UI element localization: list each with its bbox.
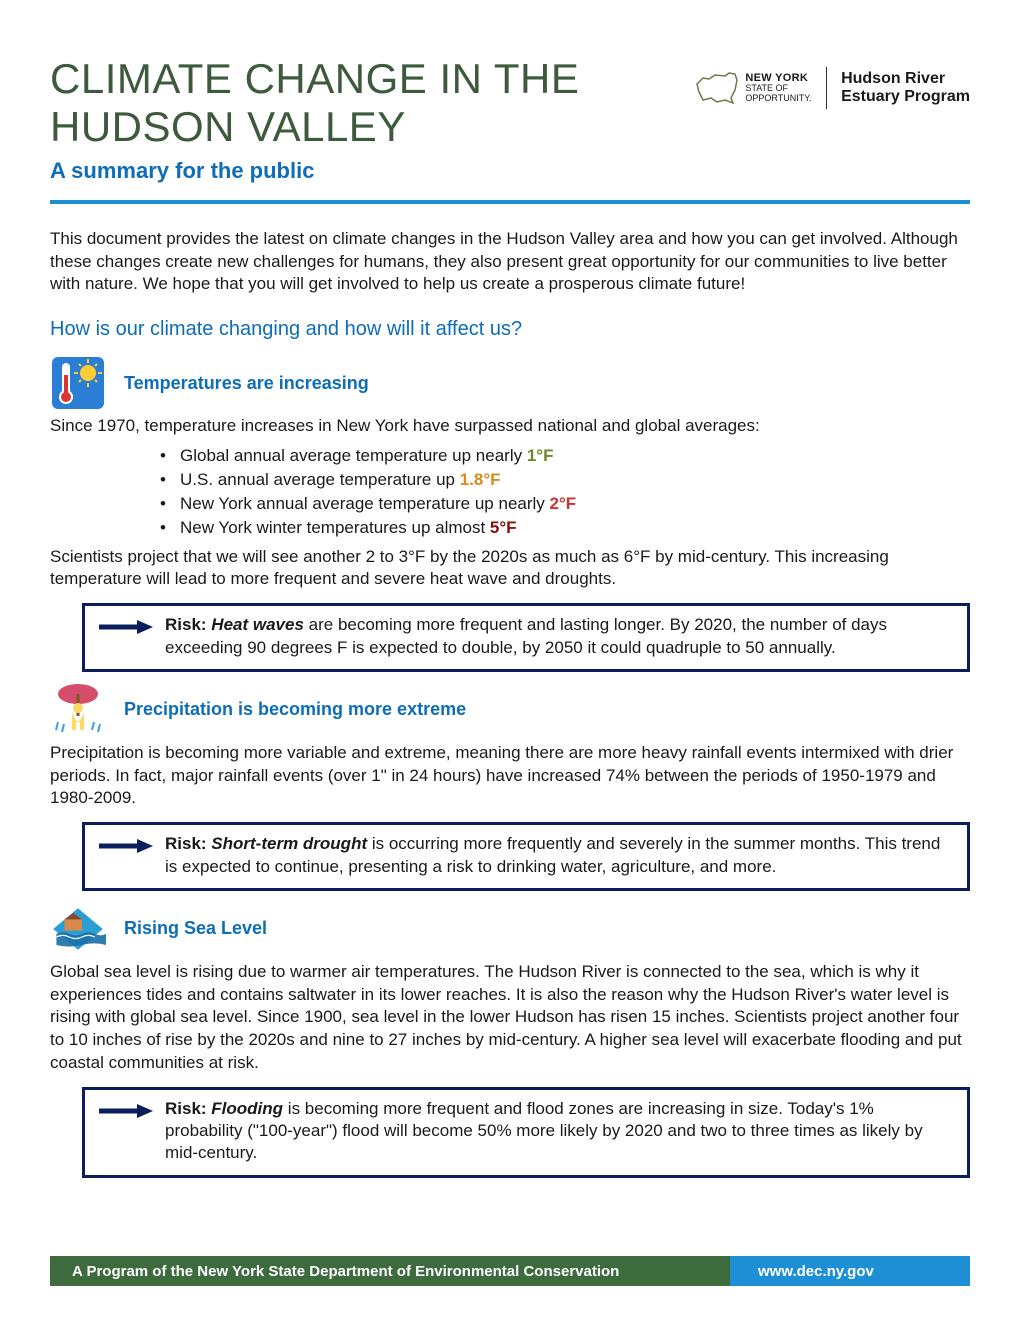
section-question: How is our climate changing and how will…: [50, 318, 970, 341]
bullet-item: New York annual average temperature up n…: [160, 492, 970, 516]
arrow-right-icon: [97, 837, 153, 855]
rain-person-icon: [50, 682, 106, 738]
header-rule: [50, 200, 970, 204]
topic-tail: Scientists project that we will see anot…: [50, 546, 970, 592]
topic-lead: Since 1970, temperature increases in New…: [50, 415, 970, 438]
intro-paragraph: This document provides the latest on cli…: [50, 228, 970, 297]
topic-precipitation: Precipitation is becoming more extreme P…: [50, 682, 970, 891]
arrow-right-icon: [97, 1102, 153, 1120]
temperature-bullets: Global annual average temperature up nea…: [160, 444, 970, 539]
bullet-item: U.S. annual average temperature up 1.8°F: [160, 468, 970, 492]
risk-box-drought: Risk: Short-term drought is occurring mo…: [82, 822, 970, 890]
flood-icon: [50, 901, 106, 957]
arrow-right-icon: [97, 618, 153, 636]
topic-temperatures: Temperatures are increasing Since 1970, …: [50, 355, 970, 671]
topic-title: Precipitation is becoming more extreme: [124, 699, 466, 720]
page-subtitle: A summary for the public: [50, 158, 695, 184]
logo-block: NEW YORK STATE OF OPPORTUNITY. Hudson Ri…: [695, 67, 970, 109]
topic-sea-level: Rising Sea Level Global sea level is ris…: [50, 901, 970, 1178]
topic-title: Rising Sea Level: [124, 918, 267, 939]
topic-lead: Precipitation is becoming more variable …: [50, 742, 970, 811]
topic-lead: Global sea level is rising due to warmer…: [50, 961, 970, 1076]
footer-program: A Program of the New York State Departme…: [50, 1256, 730, 1286]
risk-box-heatwaves: Risk: Heat waves are becoming more frequ…: [82, 603, 970, 671]
ny-logo-text: NEW YORK STATE OF OPPORTUNITY.: [745, 72, 811, 104]
title-block: CLIMATE CHANGE IN THE HUDSON VALLEY A su…: [50, 55, 695, 184]
page-title: CLIMATE CHANGE IN THE HUDSON VALLEY: [50, 55, 695, 152]
risk-box-flooding: Risk: Flooding is becoming more frequent…: [82, 1087, 970, 1177]
bullet-item: New York winter temperatures up almost 5…: [160, 516, 970, 540]
thermometer-sun-icon: [50, 355, 106, 411]
ny-outline-icon: [695, 70, 739, 106]
topic-title: Temperatures are increasing: [124, 373, 369, 394]
header: CLIMATE CHANGE IN THE HUDSON VALLEY A su…: [50, 55, 970, 184]
hudson-program-logo: Hudson River Estuary Program: [841, 70, 970, 107]
logo-divider: [826, 67, 828, 109]
ny-state-logo: NEW YORK STATE OF OPPORTUNITY.: [695, 70, 811, 106]
footer-bar: A Program of the New York State Departme…: [50, 1256, 970, 1286]
footer-url[interactable]: www.dec.ny.gov: [730, 1256, 970, 1286]
bullet-item: Global annual average temperature up nea…: [160, 444, 970, 468]
